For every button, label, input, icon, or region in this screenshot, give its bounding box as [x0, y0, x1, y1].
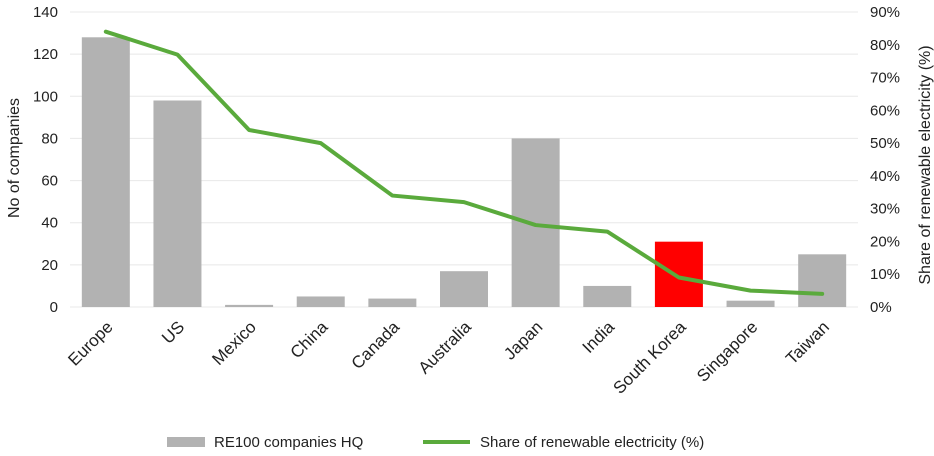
legend: RE100 companies HQ Share of renewable el…	[167, 434, 704, 451]
legend-line-label: Share of renewable electricity (%)	[480, 434, 704, 451]
category-label: India	[579, 317, 619, 357]
line-path	[103, 29, 825, 296]
bar	[153, 100, 202, 307]
bar	[583, 285, 632, 307]
right-tick-label: 50%	[870, 135, 900, 152]
right-axis-title: Share of renewable electricity (%)	[917, 45, 934, 284]
left-axis-ticks: 0 20 40 60 80 100 120 140	[33, 4, 58, 316]
bar	[654, 241, 703, 307]
category-label: Europe	[64, 317, 116, 369]
left-tick-label: 20	[41, 257, 58, 274]
category-label: Australia	[415, 317, 476, 378]
bar	[81, 37, 130, 308]
bar	[225, 304, 274, 307]
category-label: Mexico	[208, 317, 260, 369]
left-axis-title: No of companies	[6, 98, 23, 218]
right-tick-label: 60%	[870, 102, 900, 119]
left-tick-label: 60	[41, 173, 58, 190]
right-tick-label: 0%	[870, 299, 892, 316]
left-tick-label: 100	[33, 88, 58, 105]
category-label: Singapore	[693, 317, 761, 385]
category-label: Canada	[348, 317, 404, 373]
legend-bar-swatch	[167, 437, 205, 447]
bar	[296, 296, 345, 307]
left-tick-label: 0	[50, 299, 58, 316]
bar	[440, 271, 488, 307]
category-label: Taiwan	[782, 317, 833, 368]
left-tick-label: 140	[33, 4, 58, 21]
right-axis-ticks: 0% 10% 20% 30% 40% 50% 60% 70% 80% 90%	[870, 4, 900, 316]
right-tick-label: 80%	[870, 37, 900, 54]
bar	[511, 138, 560, 307]
category-axis-labels: Europe US Mexico China Canada Australia Japan I…	[64, 317, 833, 398]
right-tick-label: 70%	[870, 70, 900, 87]
category-label: South Korea	[609, 317, 690, 398]
right-tick-label: 20%	[870, 233, 900, 250]
category-label: China	[287, 317, 332, 362]
bar	[368, 298, 417, 307]
left-tick-label: 120	[33, 46, 58, 63]
left-tick-label: 80	[41, 130, 58, 147]
right-tick-label: 40%	[870, 168, 900, 185]
bar-series	[81, 37, 847, 308]
legend-bar-label: RE100 companies HQ	[214, 434, 363, 451]
right-tick-label: 30%	[870, 201, 900, 218]
right-tick-label: 10%	[870, 266, 900, 283]
bar	[726, 300, 775, 307]
category-label: US	[158, 317, 188, 347]
left-tick-label: 40	[41, 215, 58, 232]
category-label: Japan	[500, 317, 546, 363]
bar	[798, 254, 847, 307]
right-tick-label: 90%	[870, 4, 900, 21]
line-series	[103, 29, 825, 296]
